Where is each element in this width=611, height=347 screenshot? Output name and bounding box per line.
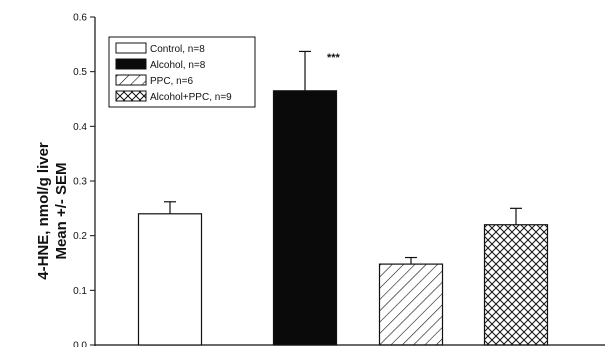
y-tick-label: 0.5 — [73, 67, 87, 78]
bar — [137, 213, 203, 346]
bar — [483, 224, 549, 346]
legend-label: PPC, n=6 — [150, 76, 194, 87]
legend-label: Control, n=8 — [150, 44, 205, 55]
significance-annotation: *** — [327, 52, 341, 64]
bar — [272, 90, 338, 346]
y-axis-label-line1: 4-HNE, nmol/g liver — [35, 142, 52, 280]
y-tick-label: 0.0 — [73, 341, 87, 347]
bar — [378, 263, 444, 346]
legend-swatch — [115, 58, 147, 70]
y-axis-label-line2: Mean +/- SEM — [53, 162, 70, 259]
legend-label: Alcohol+PPC, n=9 — [150, 92, 232, 103]
legend: Control, n=8 Alcohol, n=8 PPC, n=6 Alcohol+… — [108, 36, 256, 108]
legend-swatch — [115, 42, 147, 54]
legend-label: Alcohol, n=8 — [150, 60, 206, 71]
y-tick-label: 0.4 — [73, 122, 87, 133]
y-tick-label: 0.2 — [73, 231, 87, 242]
plot-area: 0.0 0.1 0.2 0.3 0.4 0.5 0.6 — [73, 13, 605, 347]
y-tick-label: 0.6 — [73, 13, 87, 24]
y-axis-label: 4-HNE, nmol/g liver Mean +/- SEM — [35, 142, 70, 280]
y-tick-label: 0.3 — [73, 177, 87, 188]
legend-swatch — [115, 90, 147, 102]
legend-swatch — [115, 74, 147, 86]
y-tick-label: 0.1 — [73, 286, 87, 297]
